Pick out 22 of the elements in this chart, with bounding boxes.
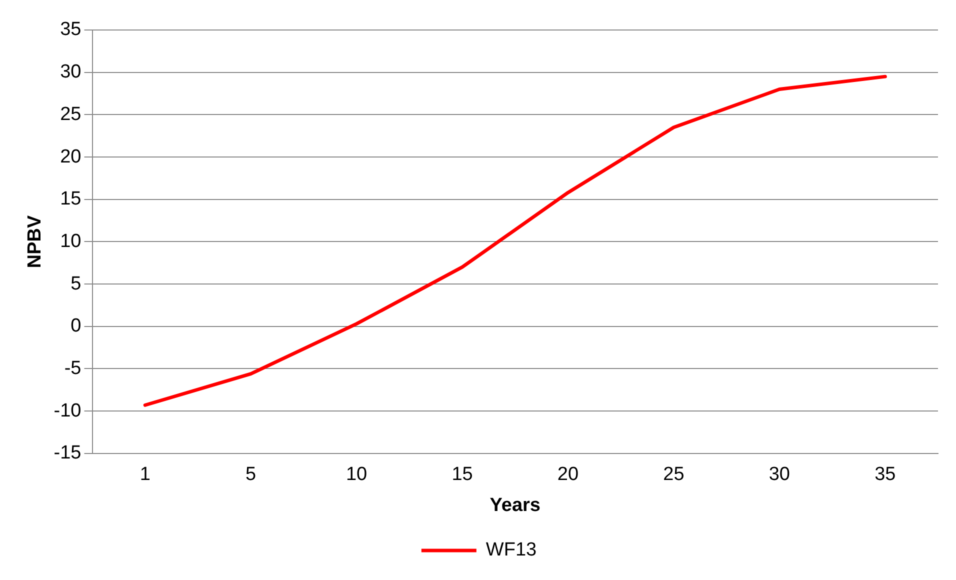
x-tick-label: 10 (346, 464, 368, 486)
x-tick-label: 35 (874, 464, 896, 486)
y-tick-label: -5 (64, 358, 82, 379)
x-tick-label: 5 (246, 464, 256, 486)
y-tick-label: 5 (70, 273, 82, 294)
y-axis-title: NPBV (24, 214, 46, 268)
x-tick-label: 25 (663, 464, 684, 486)
y-tick-label: -15 (54, 442, 82, 464)
y-tick-label: 15 (60, 188, 82, 210)
x-tick-label: 20 (557, 464, 579, 486)
y-tick-label: 35 (60, 19, 82, 40)
y-tick-label: -10 (54, 400, 82, 422)
x-tick-label: 1 (140, 464, 150, 486)
x-tick-label: 15 (452, 464, 473, 486)
y-tick-label: 0 (70, 316, 82, 337)
x-axis-title: Years (490, 494, 540, 516)
y-tick-label: 30 (60, 62, 82, 83)
y-tick-label: 25 (60, 104, 82, 125)
legend-label: WF13 (486, 540, 537, 561)
y-tick-label: 20 (60, 146, 82, 168)
x-tick-label: 30 (768, 464, 790, 486)
y-tick-label: 10 (60, 230, 82, 252)
